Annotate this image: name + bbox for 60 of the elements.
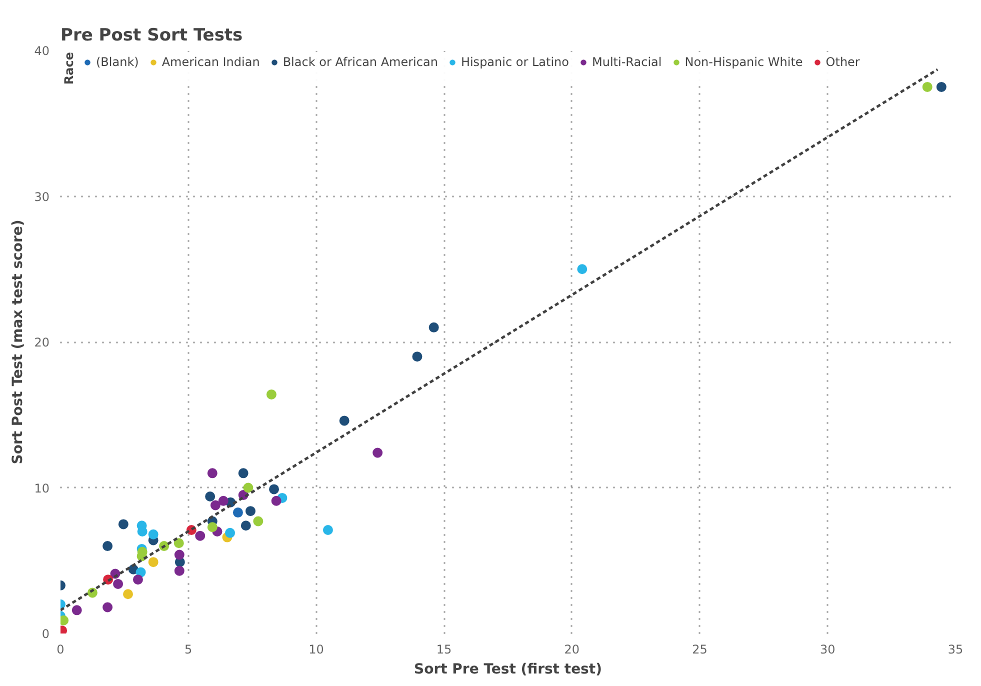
y-axis-title: Sort Post Test (max test score) [10, 220, 26, 464]
point [207, 522, 218, 532]
legend-label: Other [826, 55, 860, 69]
point [225, 528, 236, 538]
point [936, 82, 946, 92]
y-tick-label: 30 [34, 190, 50, 204]
point [266, 389, 276, 400]
x-tick-label: 35 [948, 642, 964, 656]
legend-label: Non-Hispanic White [684, 55, 803, 69]
point [174, 538, 184, 548]
point [148, 557, 158, 568]
point [174, 550, 184, 560]
point [218, 496, 228, 506]
y-tick-label: 10 [34, 481, 50, 496]
legend-label: (Blank) [96, 55, 139, 69]
point [269, 484, 280, 494]
point [174, 566, 184, 576]
x-tick-label: 25 [692, 642, 708, 656]
x-tick-label: 20 [564, 642, 580, 656]
point [372, 448, 383, 458]
point [118, 519, 128, 530]
point [412, 352, 422, 362]
x-tick-label: 15 [436, 642, 452, 656]
point [132, 574, 143, 585]
point [148, 529, 158, 540]
point [102, 541, 113, 552]
point [271, 496, 282, 506]
legend-label: Hispanic or Latino [460, 55, 569, 69]
point [240, 520, 251, 531]
point [322, 525, 333, 536]
point [922, 82, 932, 92]
point [113, 578, 124, 589]
point [253, 516, 264, 526]
point [243, 482, 254, 493]
legend-label: American Indian [162, 55, 260, 69]
legend-label: Black or African American [282, 55, 438, 69]
point [205, 492, 216, 502]
legend-title: Race [62, 52, 76, 85]
legend-label: Multi-Racial [592, 55, 662, 69]
point [195, 530, 206, 541]
x-tick-label: 10 [308, 642, 324, 656]
point [123, 589, 134, 600]
point [232, 508, 243, 518]
point [428, 322, 439, 332]
point [207, 468, 218, 478]
point [339, 416, 350, 426]
x-tick-label: 30 [820, 642, 836, 656]
point [210, 500, 220, 510]
point [72, 605, 82, 616]
point [245, 506, 256, 516]
point [577, 264, 588, 274]
x-axis-title: Sort Pre Test (first test) [414, 662, 602, 678]
y-tick-label: 20 [34, 336, 50, 350]
chart-title: Pre Post Sort Tests [60, 26, 243, 46]
point [238, 468, 248, 478]
y-tick-label: 0 [42, 627, 50, 641]
y-tick-label: 40 [34, 44, 50, 58]
x-tick-label: 0 [56, 642, 64, 656]
x-tick-label: 5 [184, 642, 192, 656]
point [102, 602, 113, 612]
